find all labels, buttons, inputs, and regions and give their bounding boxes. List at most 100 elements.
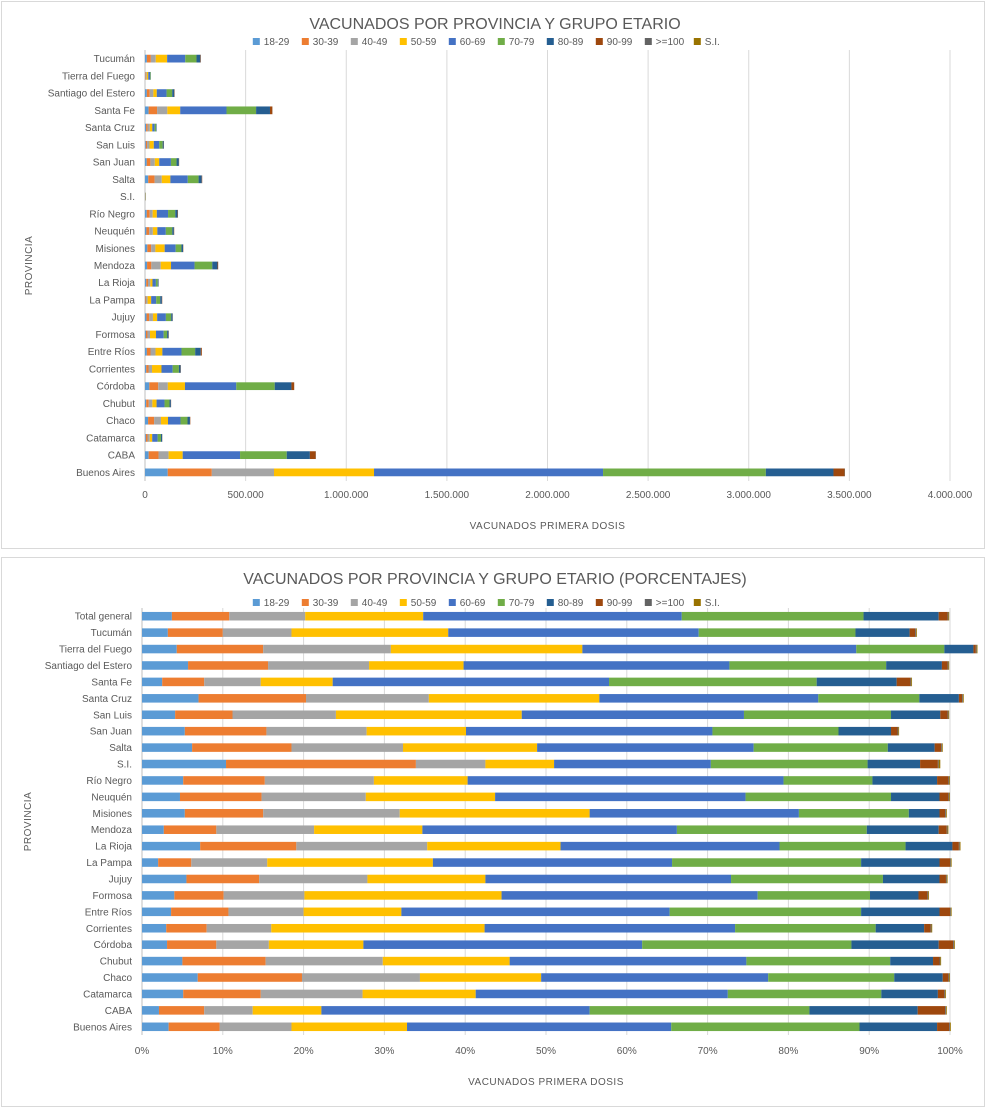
bar-segment-santa-cruz-40-49 (147, 123, 150, 132)
legend-swatch-30-39 (301, 599, 309, 606)
bar-segment-salta-70-79 (187, 175, 199, 184)
category-label-entre-rios: Entre Ríos (85, 907, 132, 918)
bar-segment-caba-18-29 (142, 1006, 159, 1015)
bar-segment-tucuman-70-79 (698, 628, 856, 637)
bar-segment-la-pampa-18-29 (142, 858, 159, 867)
bar-segment-chubut-80-89 (169, 399, 171, 408)
bar-segment-san-juan-70-79 (170, 158, 177, 166)
bar-segment-formosa-gte100 (927, 891, 929, 900)
legend-label-70-79: 70-79 (509, 598, 535, 609)
bar-segment-la-pampa-60-69 (151, 296, 157, 304)
bar-segment-formosa-40-49 (223, 891, 305, 900)
category-label-san-juan: San Juan (93, 158, 135, 169)
bar-segment-la-pampa-80-89 (160, 296, 162, 304)
bar-segment-santiago-del-estero-40-49 (149, 89, 154, 97)
bar-segment-entre-rios-60-69 (162, 347, 182, 356)
bar-segment-santa-cruz-80-89 (919, 694, 959, 703)
bar-segment-buenos-aires-30-39 (167, 468, 212, 477)
legend-label-60-69: 60-69 (460, 598, 486, 609)
bar-segment-san-juan-50-59 (154, 158, 160, 166)
bar-segment-misiones-30-39 (184, 809, 264, 818)
legend-label-90-99: 90-99 (607, 598, 633, 609)
bar-segment-chaco-gte100 (948, 973, 950, 982)
bar-segment-catamarca-70-79 (727, 989, 882, 999)
bar-segment-san-luis-70-79 (743, 710, 892, 720)
bar-segment-rio-negro-90-99 (937, 776, 949, 785)
bar-segment-tucuman-40-49 (150, 54, 156, 63)
bar-segment-entre-rios-40-49 (228, 907, 304, 917)
category-label-buenos-aires: Buenos Aires (73, 1022, 132, 1033)
bar-segment-san-juan-30-39 (184, 726, 267, 736)
bar-segment-santiago-del-estero-70-79 (166, 89, 173, 97)
bar-segment-santa-fe-50-59 (167, 106, 181, 115)
bar-segment-santa-fe-30-39 (148, 106, 158, 115)
bar-segment-mendoza-90-99 (938, 825, 947, 834)
category-label-san-juan: San Juan (90, 727, 132, 738)
bar-segment-catamarca-18-29 (145, 434, 146, 442)
bar-segment-tucuman-gte100 (915, 628, 917, 637)
bar-segment-salta-18-29 (145, 175, 149, 184)
bar-segment-san-luis-30-39 (145, 140, 148, 149)
bar-segment-catamarca-30-39 (183, 989, 261, 999)
bar-segment-jujuy-70-79 (165, 313, 172, 322)
bar-segment-mendoza-50-59 (314, 825, 423, 834)
bar-segment-mendoza-40-49 (216, 825, 315, 834)
bar-segment-corrientes-50-59 (152, 365, 162, 373)
bar-segment-neuquen-gte100 (948, 792, 950, 802)
bar-segment-corrientes-30-39 (166, 923, 207, 933)
category-label-santa-cruz: Santa Cruz (82, 694, 132, 705)
bar-segment-neuquen-18-29 (142, 792, 180, 802)
legend-swatch-60-69 (448, 599, 456, 606)
bar-segment-santa-fe-80-89 (816, 677, 897, 687)
bar-segment-neuquen-60-69 (495, 792, 746, 802)
bar-segment-tucuman-30-39 (167, 628, 223, 637)
bar-segment-caba-70-79 (240, 451, 287, 460)
bar-segment-rio-negro-60-69 (467, 776, 784, 785)
bar-segment-san-juan-50-59 (366, 726, 467, 736)
bar-segment-total-general-60-69 (423, 611, 682, 621)
bar-segment-neuquen-70-79 (165, 227, 173, 235)
category-label-catamarca: Catamarca (83, 989, 132, 1000)
legend-label-90-99: 90-99 (607, 37, 633, 48)
category-label-santiago-del-estero: Santiago del Estero (45, 661, 133, 672)
bar-segment-tierra-del-fuego-70-79 (150, 71, 151, 80)
bar-segment-mendoza-80-89 (866, 825, 939, 834)
category-label-cordoba: Córdoba (97, 382, 136, 393)
bar-segment-chaco-90-99 (942, 973, 949, 982)
bar-segment-la-rioja-s-i (959, 841, 961, 851)
bar-segment-santa-fe-70-79 (609, 677, 817, 687)
bar-segment-entre-rios-70-79 (181, 347, 196, 356)
bar-segment-mendoza-18-29 (145, 261, 148, 270)
bar-segment-formosa-40-49 (147, 330, 151, 339)
bar-segment-entre-rios-40-49 (150, 347, 156, 356)
bar-segment-rio-negro-80-89 (872, 776, 938, 785)
bar-segment-tierra-del-fuego-90-99 (973, 644, 976, 654)
bar-segment-la-rioja-80-89 (905, 841, 953, 851)
bar-segment-la-pampa-70-79 (156, 296, 161, 304)
bar-segment-mendoza-50-59 (160, 261, 172, 270)
bar-segment-s-i-90-99 (920, 759, 938, 769)
bar-segment-mendoza-70-79 (676, 825, 867, 834)
bar-segment-caba-s-i (945, 1006, 947, 1015)
bar-segment-catamarca-60-69 (475, 989, 728, 999)
bar-segment-mendoza-30-39 (147, 261, 152, 270)
bar-segment-la-pampa-30-39 (145, 296, 147, 304)
bar-segment-jujuy-30-39 (146, 313, 150, 322)
bar-segment-san-juan-70-79 (712, 726, 839, 736)
bar-segment-san-juan-18-29 (142, 726, 185, 736)
bar-segment-santiago-del-estero-40-49 (268, 661, 370, 670)
bar-segment-santiago-del-estero-30-39 (188, 661, 269, 670)
bar-segment-tucuman-50-59 (291, 628, 449, 637)
bar-segment-caba-40-49 (158, 451, 169, 460)
bar-segment-corrientes-s-i (931, 923, 933, 933)
bar-segment-entre-rios-90-99 (200, 347, 202, 356)
bar-segment-santa-fe-80-89 (256, 106, 270, 115)
bar-segment-rio-negro-18-29 (142, 776, 184, 785)
bar-segment-rio-negro-s-i (949, 776, 950, 785)
x-tick-label-2-4: 40% (455, 1046, 475, 1057)
bar-segment-caba-90-99 (309, 451, 316, 460)
bar-segment-entre-rios-s-i (950, 907, 952, 917)
x-tick-label-1-1: 500.000 (228, 490, 265, 501)
bar-segment-san-luis-70-79 (159, 140, 163, 149)
bar-segment-tierra-del-fuego-18-29 (142, 644, 177, 654)
